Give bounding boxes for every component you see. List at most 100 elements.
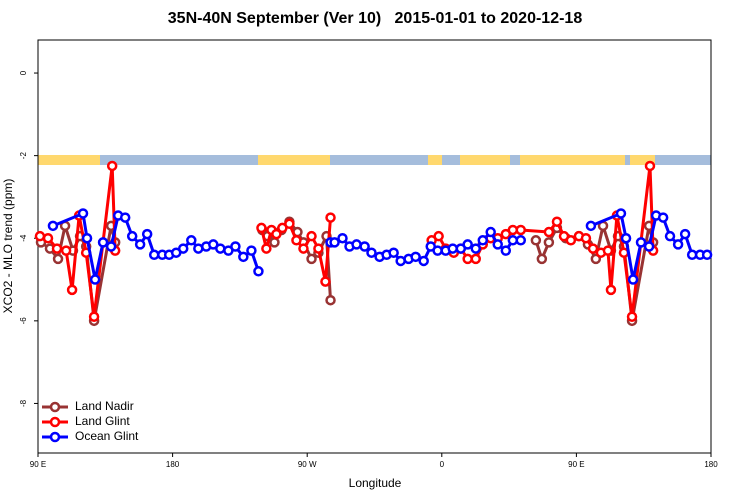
y-tick-label: -4 <box>19 234 28 242</box>
data-point <box>580 232 592 244</box>
data-point <box>551 216 563 227</box>
data-point <box>672 239 684 250</box>
data-point <box>432 245 443 256</box>
data-point <box>543 226 555 238</box>
data-point <box>325 212 336 223</box>
data-point <box>492 239 503 250</box>
data-point <box>329 237 340 248</box>
data-point <box>565 235 577 246</box>
x-tick-label: 90 E <box>568 460 584 469</box>
data-point <box>351 239 362 250</box>
data-point <box>462 253 473 265</box>
data-point <box>246 245 257 256</box>
data-point <box>500 245 512 256</box>
data-point <box>462 239 473 250</box>
data-point <box>253 266 264 277</box>
data-point <box>66 284 78 296</box>
data-point <box>81 232 93 244</box>
data-point <box>605 284 617 296</box>
data-point <box>105 241 117 252</box>
chart-title: 35N-40N September (Ver 10) 2015-01-01 to… <box>168 10 583 27</box>
data-point <box>536 253 548 265</box>
data-point <box>77 208 89 219</box>
data-point <box>51 243 63 254</box>
data-point <box>543 237 555 248</box>
y-tick-label: 0 <box>19 70 28 75</box>
data-point <box>447 243 458 254</box>
data-point <box>230 241 241 252</box>
data-point <box>306 253 317 265</box>
data-point <box>271 228 282 240</box>
data-point <box>134 239 146 250</box>
data-point <box>141 228 153 240</box>
legend-label: Land Nadir <box>75 399 134 413</box>
map-strip <box>38 155 711 165</box>
legend-label: Ocean Glint <box>75 429 139 443</box>
data-point <box>186 235 197 246</box>
data-point <box>306 230 317 242</box>
data-point <box>701 249 713 261</box>
data-point <box>320 276 331 287</box>
data-point <box>60 245 72 256</box>
data-point <box>388 247 399 258</box>
x-tick-label: 180 <box>704 460 718 469</box>
data-point <box>269 237 280 248</box>
data-point <box>470 243 481 254</box>
data-point <box>42 232 54 244</box>
legend-marker <box>49 431 61 443</box>
data-point <box>359 241 370 252</box>
data-point <box>615 208 627 219</box>
data-point <box>88 311 100 322</box>
data-point <box>97 237 109 248</box>
x-axis-label: Longitude <box>349 476 402 490</box>
data-point <box>530 235 542 246</box>
x-tick-label: 90 W <box>298 460 317 469</box>
data-point <box>515 224 527 236</box>
data-point <box>515 235 527 246</box>
data-point <box>34 230 46 242</box>
data-point <box>313 243 324 254</box>
legend-label: Land Glint <box>75 414 130 428</box>
y-tick-label: -8 <box>19 399 28 407</box>
data-point <box>643 241 655 252</box>
data-point <box>47 220 59 232</box>
x-tick-label: 90 E <box>30 460 46 469</box>
data-point <box>410 251 421 263</box>
data-point <box>644 160 656 172</box>
legend-marker <box>49 416 61 428</box>
data-point <box>177 243 189 254</box>
data-point <box>261 243 272 254</box>
data-point <box>148 249 160 261</box>
y-axis-label: XCO2 - MLO trend (ppm) <box>1 179 15 314</box>
data-point <box>325 294 336 306</box>
data-point <box>627 274 639 285</box>
data-point <box>485 226 496 238</box>
data-point <box>106 160 118 172</box>
data-point <box>238 251 249 263</box>
data-point <box>626 311 638 322</box>
data-point <box>337 232 348 244</box>
data-point <box>657 212 669 223</box>
data-point <box>679 228 691 240</box>
data-point <box>52 253 64 265</box>
data-point <box>433 230 444 242</box>
data-point <box>215 243 226 254</box>
x-tick-label: 180 <box>166 460 180 469</box>
data-point <box>635 237 647 248</box>
data-point <box>89 274 101 285</box>
data-point <box>291 235 302 246</box>
data-point <box>126 230 138 242</box>
data-point <box>366 247 377 258</box>
data-point <box>664 230 676 242</box>
y-tick-label: -6 <box>19 317 28 325</box>
legend-marker <box>49 401 61 413</box>
data-point <box>477 235 489 246</box>
data-point <box>602 245 614 256</box>
data-point <box>256 222 267 234</box>
data-point <box>585 220 597 232</box>
x-tick-label: 0 <box>440 460 445 469</box>
data-point <box>587 243 599 254</box>
data-point <box>418 255 429 267</box>
